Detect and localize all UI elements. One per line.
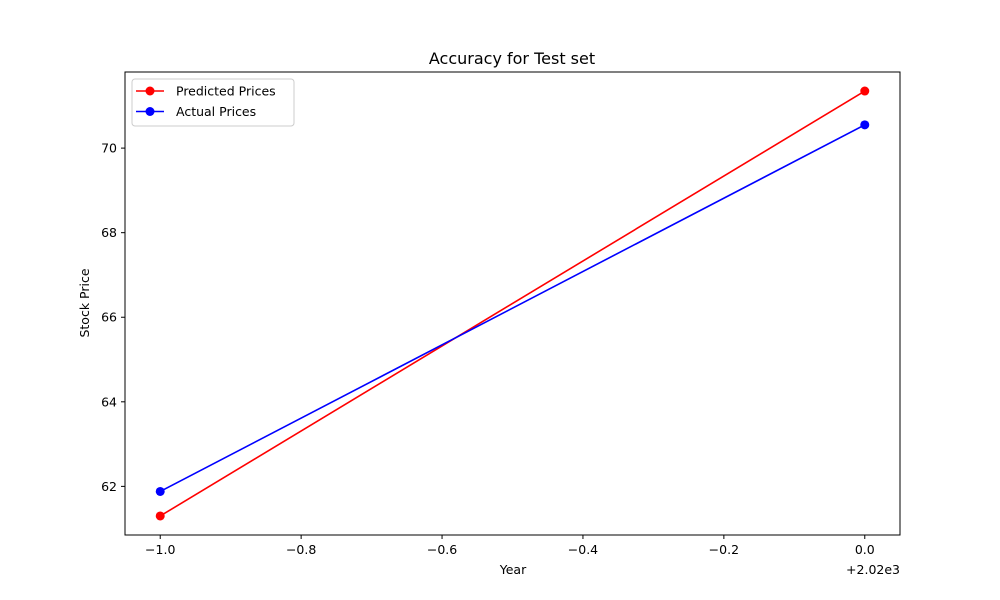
y-tick-label: 68	[101, 225, 117, 240]
legend-marker	[145, 107, 155, 116]
legend-marker	[145, 86, 155, 96]
x-tick-label: −1.0	[145, 542, 175, 557]
legend-frame	[131, 78, 295, 127]
x-tick-label: −0.4	[568, 542, 598, 557]
y-tick-label: 64	[101, 394, 117, 409]
plot-frame	[124, 71, 901, 536]
series-line	[159, 124, 866, 493]
chart-title: Accuracy for Test set	[429, 49, 595, 68]
y-axis: 62 64 66 68 70	[101, 141, 125, 494]
x-tick-label: −0.6	[427, 542, 457, 557]
data-point	[155, 486, 165, 496]
x-axis: −1.0 −0.8 −0.6 −0.4 −0.2 0.0	[145, 535, 875, 557]
legend: Predicted Prices Actual Prices	[131, 78, 295, 127]
data-point	[860, 86, 870, 96]
x-tick-label: 0.0	[855, 542, 875, 557]
data-point	[860, 120, 870, 130]
x-tick-label: −0.2	[709, 542, 739, 557]
legend-label: Actual Prices	[176, 104, 256, 119]
x-axis-offset-label: +2.02e3	[846, 562, 900, 577]
y-axis-label: Stock Price	[77, 268, 92, 337]
plot-area	[155, 86, 870, 521]
x-tick-label: −0.8	[286, 542, 316, 557]
series-line	[159, 90, 866, 517]
y-tick-label: 62	[101, 479, 117, 494]
y-tick-label: 66	[101, 310, 117, 325]
legend-label: Predicted Prices	[176, 84, 276, 99]
y-tick-label: 70	[101, 141, 117, 156]
data-point	[155, 511, 165, 521]
x-axis-label: Year	[499, 562, 527, 577]
